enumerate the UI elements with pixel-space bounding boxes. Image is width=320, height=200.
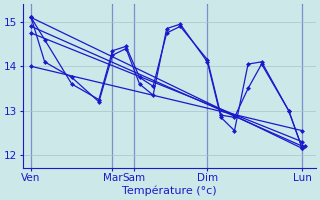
X-axis label: Température (°c): Température (°c) <box>122 185 217 196</box>
